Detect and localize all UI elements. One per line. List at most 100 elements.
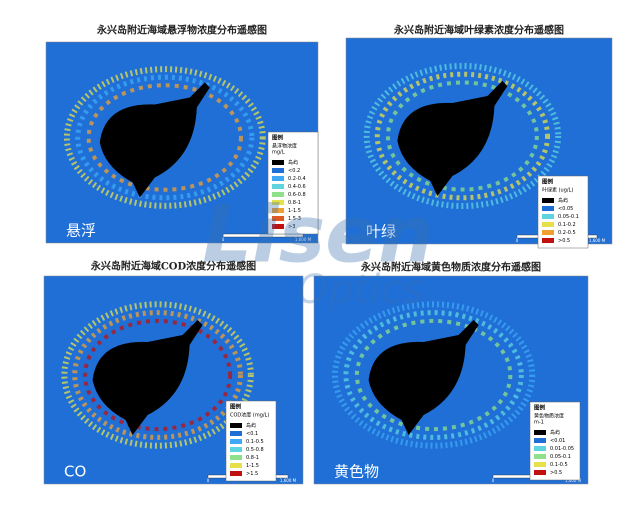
legend-label: 0.6-0.8 xyxy=(288,192,306,198)
legend-swatch xyxy=(542,198,554,203)
legend-label: 0.01-0.05 xyxy=(550,446,574,452)
legend-label: 0.2-0.5 xyxy=(558,230,576,236)
legend-swatch xyxy=(272,176,284,181)
legend-swatch xyxy=(230,431,242,436)
legend-swatch xyxy=(534,446,546,451)
legend-label: 0.4-0.6 xyxy=(288,184,306,190)
legend-title: 图例 xyxy=(534,404,546,412)
legend-label: 0.8-1 xyxy=(288,200,301,206)
legend-label: >0.5 xyxy=(558,238,570,244)
legend-title: 图例 xyxy=(272,134,284,142)
legend-label: 0.05-0.1 xyxy=(550,454,571,460)
legend-swatch xyxy=(542,214,554,219)
concentration-band xyxy=(83,318,233,432)
scale-bar xyxy=(222,233,304,238)
legend-label: 岛屿 xyxy=(246,422,256,429)
legend-swatch xyxy=(534,470,546,475)
legend-swatch xyxy=(542,222,554,227)
scale-label: 0 xyxy=(222,237,225,242)
legend-swatch xyxy=(230,423,242,428)
scale-label: 1,600 M xyxy=(295,237,312,242)
legend-title: 图例 xyxy=(542,178,554,186)
legend-label: 0.1-0.5 xyxy=(550,462,568,468)
concentration-band xyxy=(374,71,551,201)
legend-swatch xyxy=(534,430,546,435)
panel-title: 永兴岛附近海域叶绿素浓度分布遥感图 xyxy=(393,24,564,37)
legend-swatch xyxy=(534,454,546,459)
legend-label: >3 xyxy=(288,224,295,230)
concentration-band xyxy=(86,83,243,192)
legend-swatch xyxy=(272,200,284,205)
legend-box xyxy=(537,175,589,249)
island xyxy=(92,320,203,435)
legend-label: 1-1.5 xyxy=(288,208,301,214)
panel-label: CO xyxy=(64,463,86,481)
legend-swatch xyxy=(272,168,284,173)
legend-subtitle: 悬浮物浓度 xyxy=(272,143,297,150)
legend-unit: m-1 xyxy=(534,420,544,426)
legend-label: 1-1.5 xyxy=(246,463,259,469)
legend-label: >1.5 xyxy=(246,471,258,477)
concentration-band xyxy=(61,301,254,449)
concentration-band xyxy=(75,74,255,201)
legend-label: 0.1-0.2 xyxy=(558,222,576,228)
scale-label: 0 xyxy=(516,238,519,243)
legend-swatch xyxy=(272,192,284,197)
legend-label: 岛屿 xyxy=(288,159,298,166)
legend-label: 0.05-0.1 xyxy=(558,214,579,220)
legend-subtitle: 黄色物质浓度 xyxy=(534,413,564,420)
scale-label: 0 xyxy=(492,478,495,483)
legend-label: <0.05 xyxy=(558,206,573,212)
legend-label: >0.5 xyxy=(550,470,562,476)
legend-swatch xyxy=(542,230,554,235)
legend-swatch xyxy=(230,439,242,444)
scale-label: 0 xyxy=(207,478,210,483)
panel-label: 叶绿 xyxy=(366,223,396,241)
legend-unit: mg/L xyxy=(272,150,285,156)
concentration-band xyxy=(363,62,562,210)
scale-label: 1,600 M xyxy=(565,478,582,483)
legend-swatch xyxy=(542,206,554,211)
island xyxy=(368,320,479,435)
legend-label: 0.1-0.5 xyxy=(246,439,264,445)
panel-title: 永兴岛附近海域COD浓度分布遥感图 xyxy=(90,260,256,273)
concentration-band xyxy=(385,80,539,192)
watermark-sub: Optics xyxy=(297,267,424,313)
legend-swatch xyxy=(272,160,284,165)
legend-label: <0.1 xyxy=(246,431,258,437)
legend-label: <0.2 xyxy=(288,168,300,174)
legend-subtitle: 叶绿素 (ug/L) xyxy=(542,187,573,194)
concentration-band xyxy=(72,310,243,440)
legend-label: 1.5-3 xyxy=(288,216,301,222)
legend-title: 图例 xyxy=(230,403,242,411)
legend-label: <0.01 xyxy=(550,438,565,444)
scale-label: 1,600 M xyxy=(280,478,297,483)
legend-label: 岛屿 xyxy=(558,197,568,204)
concentration-band xyxy=(343,310,524,440)
legend-swatch xyxy=(230,455,242,460)
legend-label: 岛屿 xyxy=(550,429,560,436)
legend-swatch xyxy=(272,224,284,229)
legend-swatch xyxy=(272,216,284,221)
panel-label: 黄色物 xyxy=(334,463,379,481)
panel-label: 悬浮 xyxy=(66,222,96,240)
legend-subtitle: COD浓度 (mg/L) xyxy=(230,412,269,419)
concentration-band xyxy=(331,301,536,449)
legend-label: 0.8-1 xyxy=(246,455,259,461)
island xyxy=(397,81,508,196)
concentration-band xyxy=(63,66,266,209)
concentration-band xyxy=(354,318,513,432)
island xyxy=(99,82,210,198)
legend-swatch xyxy=(230,447,242,452)
legend-swatch xyxy=(534,438,546,443)
legend-swatch xyxy=(230,463,242,468)
